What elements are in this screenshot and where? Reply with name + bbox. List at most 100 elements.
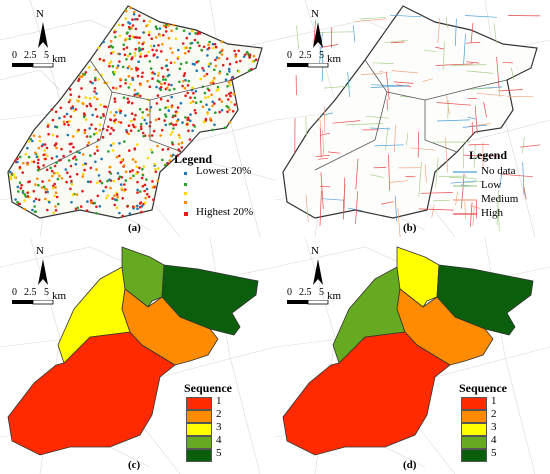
household-point [170, 95, 173, 99]
household-point [146, 79, 149, 83]
household-point [141, 185, 145, 188]
household-point [96, 149, 99, 152]
household-point [63, 123, 66, 126]
household-point [89, 80, 92, 84]
household-point [118, 154, 121, 158]
road-segment [461, 173, 465, 209]
household-point [213, 123, 216, 127]
legend-label-high: High [481, 207, 503, 219]
household-point [87, 66, 91, 69]
road-segment [305, 117, 307, 136]
household-point [176, 154, 180, 157]
household-point [202, 120, 206, 124]
household-point [170, 29, 173, 33]
household-point [53, 194, 56, 198]
household-point [139, 125, 143, 128]
road-segment [322, 130, 325, 157]
household-point [33, 205, 36, 208]
household-point [143, 201, 147, 204]
household-point [54, 110, 58, 114]
household-point [210, 93, 213, 97]
household-point [211, 42, 215, 46]
household-point [38, 135, 41, 138]
map-a [0, 0, 275, 237]
household-point [207, 62, 211, 66]
household-point [168, 159, 172, 162]
household-point [13, 175, 17, 179]
household-point [141, 173, 145, 177]
household-point [109, 39, 113, 43]
household-point [159, 97, 163, 101]
household-point [16, 185, 20, 189]
household-point [191, 62, 195, 66]
household-point [157, 71, 161, 75]
household-point [169, 47, 172, 50]
legend-swatch-4 [186, 436, 212, 449]
household-point [145, 24, 148, 28]
legend-label-3: 3 [491, 421, 497, 433]
household-point [251, 60, 255, 63]
household-point [177, 142, 181, 146]
legend-swatch-3 [461, 423, 487, 436]
road-segment [370, 85, 409, 88]
household-point [185, 61, 188, 64]
road-segment [483, 101, 487, 118]
household-point [81, 175, 84, 178]
household-point [104, 105, 108, 109]
household-point [30, 160, 34, 164]
household-point [151, 71, 154, 74]
household-point [159, 86, 163, 89]
household-point [211, 79, 215, 83]
household-point [112, 86, 115, 90]
household-point [69, 93, 73, 96]
road-segment [466, 70, 494, 74]
household-point [137, 46, 141, 50]
household-point [131, 24, 135, 27]
road-segment [447, 100, 449, 119]
household-point [157, 167, 160, 170]
household-point [98, 57, 102, 61]
household-point [79, 75, 82, 78]
household-point [89, 135, 92, 138]
household-point [82, 115, 86, 119]
household-point [166, 99, 170, 103]
household-point [83, 131, 87, 135]
household-point [163, 82, 167, 85]
household-point [72, 145, 75, 149]
household-point [154, 170, 158, 174]
household-point [41, 180, 44, 183]
household-point [139, 83, 142, 87]
road-segment [320, 112, 333, 116]
household-point [216, 88, 220, 91]
household-point [95, 168, 98, 171]
household-point [157, 44, 160, 47]
household-point [115, 66, 119, 70]
road-segment [502, 61, 513, 64]
household-point [180, 141, 184, 144]
household-point [55, 195, 59, 199]
legend-swatch-1 [186, 397, 212, 410]
household-point [181, 84, 184, 88]
household-point [218, 51, 222, 54]
household-point [109, 186, 112, 190]
road-segment [463, 33, 466, 65]
household-point [123, 140, 126, 143]
household-point [75, 172, 79, 176]
household-point [93, 152, 97, 155]
household-point [113, 97, 117, 100]
household-point [20, 183, 23, 187]
household-point [123, 183, 126, 186]
household-point [227, 98, 230, 101]
household-point [118, 211, 121, 215]
household-point [212, 46, 215, 50]
household-point [147, 33, 151, 37]
household-point [124, 17, 128, 20]
household-point [86, 180, 90, 183]
district-lines [39, 59, 233, 171]
household-point [225, 104, 228, 108]
household-point [94, 108, 98, 111]
household-point [114, 35, 117, 39]
household-point [174, 37, 178, 40]
household-point [190, 29, 194, 33]
household-point [94, 127, 97, 131]
